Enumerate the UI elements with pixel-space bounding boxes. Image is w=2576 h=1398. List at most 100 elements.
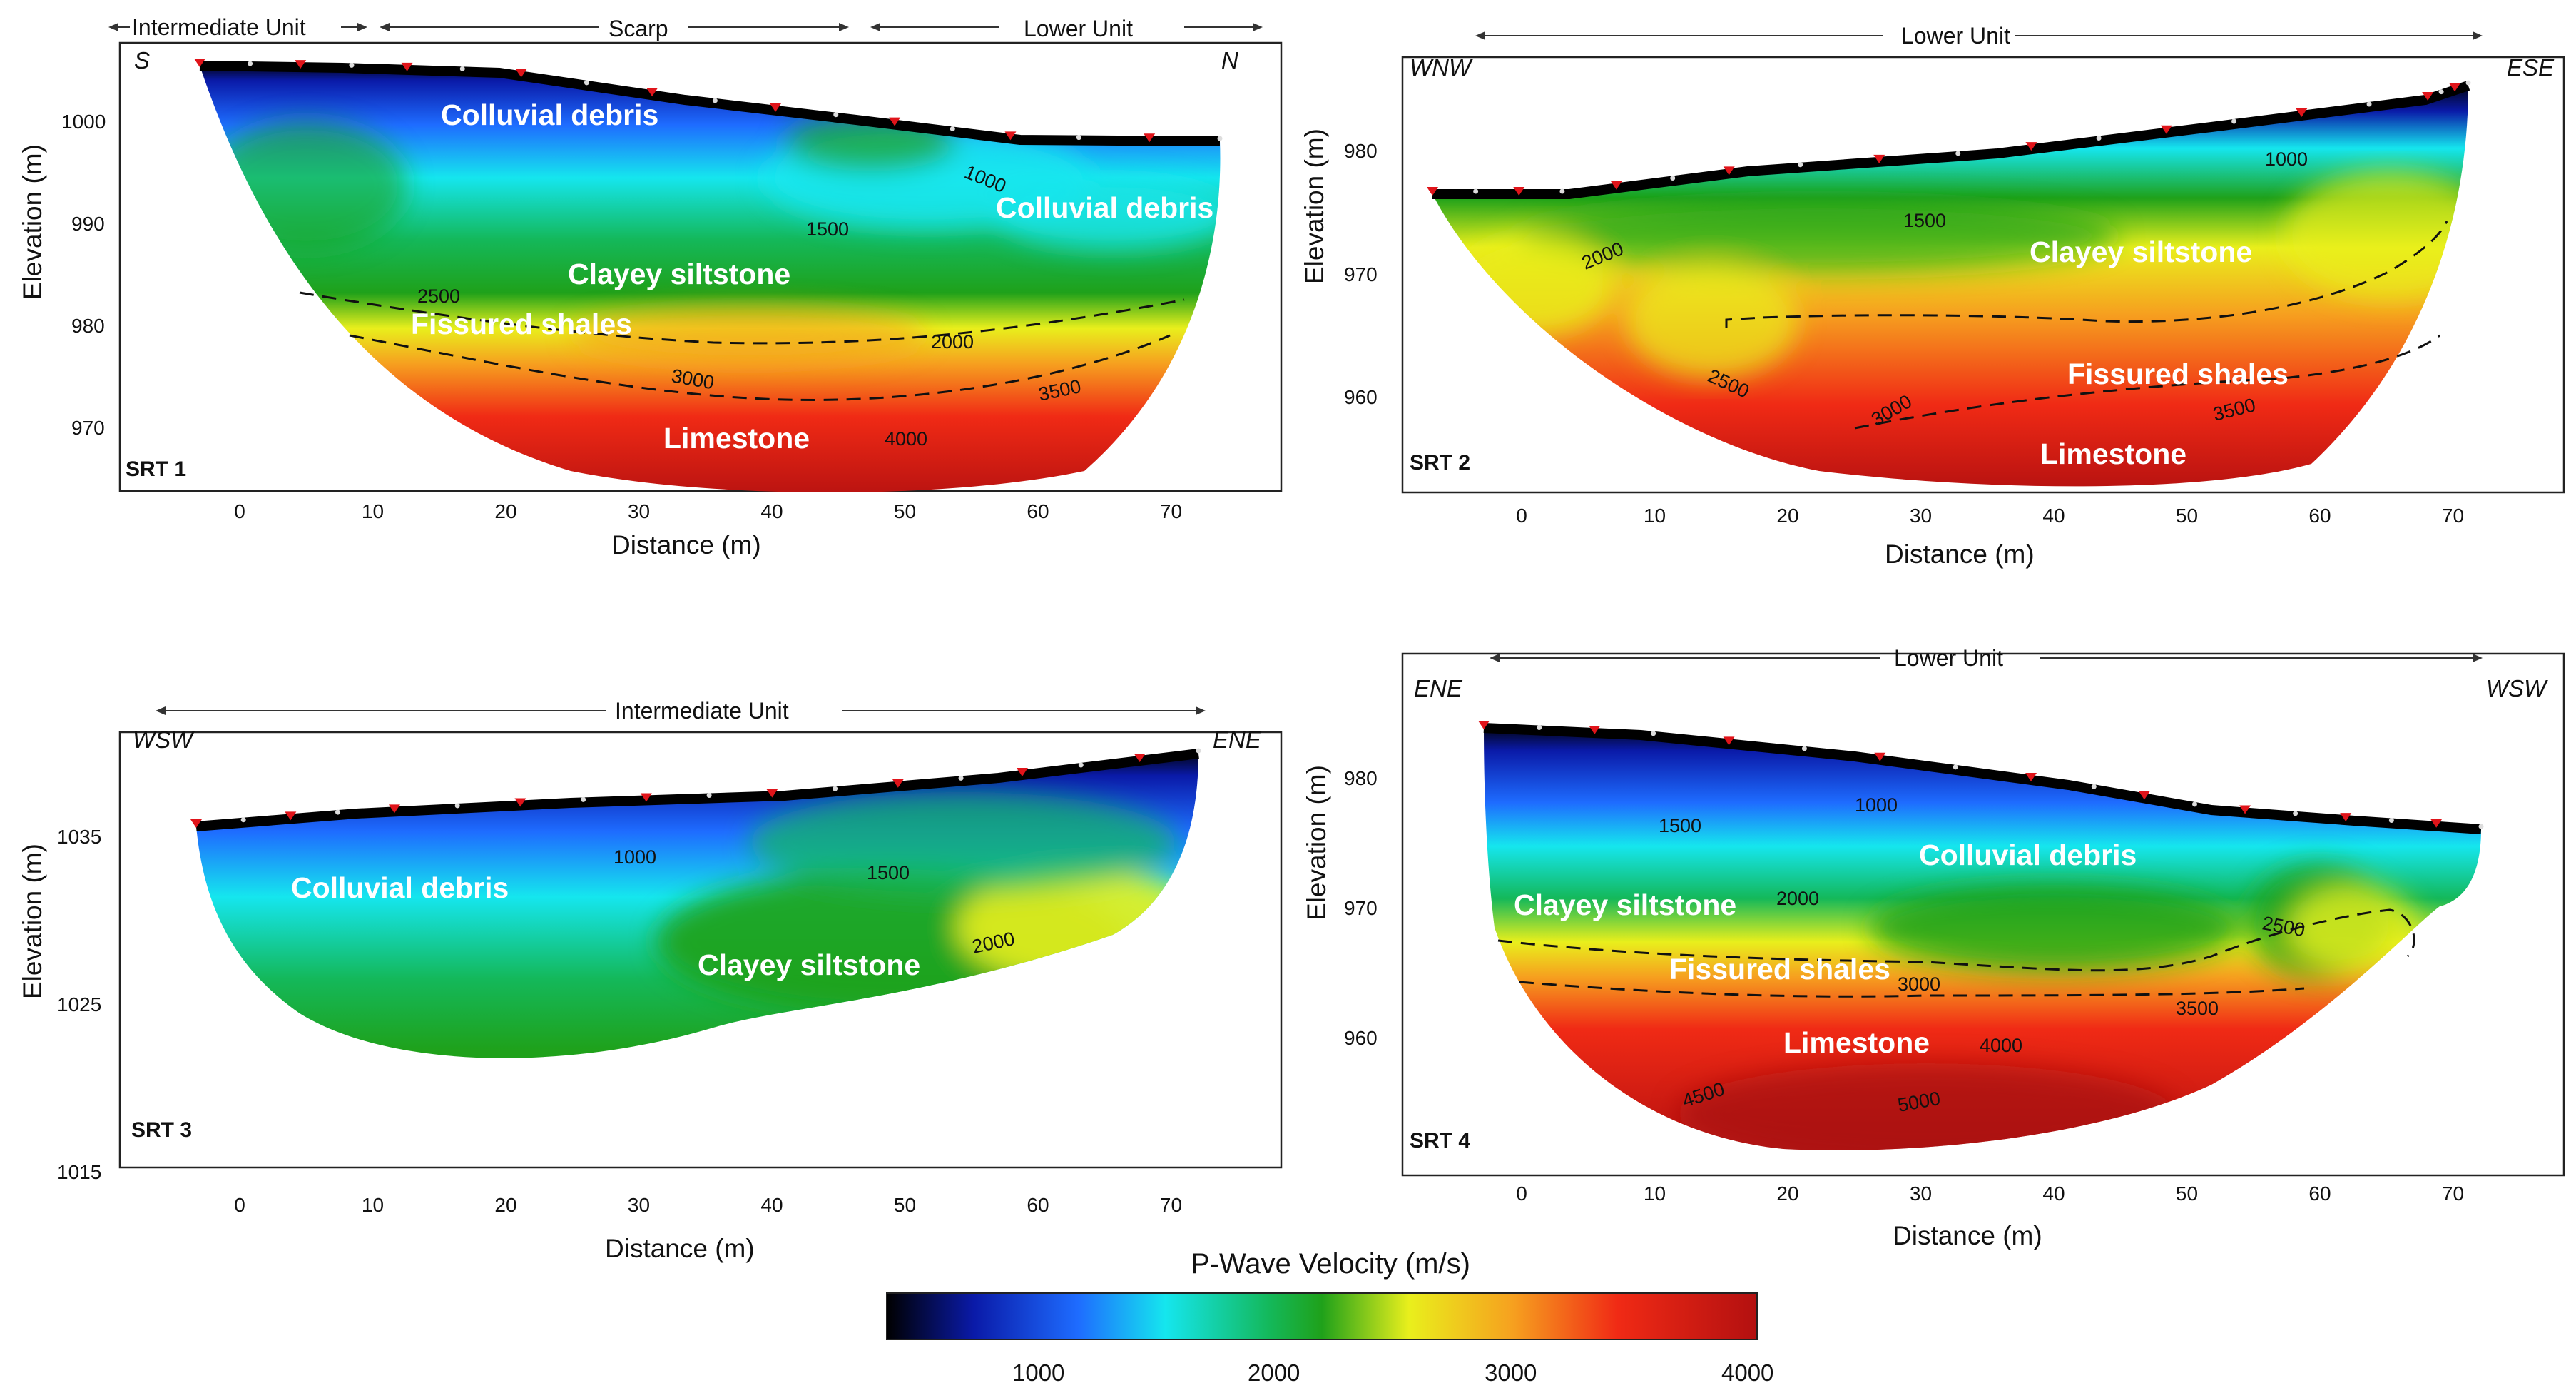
geophone-marker xyxy=(285,811,297,821)
srt3-x-axis: 0 10 20 30 40 50 60 70 xyxy=(234,1194,1182,1216)
srt1-contour-3000 xyxy=(349,334,1171,401)
srt4-orient-right: WSW xyxy=(2486,675,2548,701)
srt2-lith-shales: Fissured shales xyxy=(2067,358,2289,390)
srt1-ytick: 980 xyxy=(71,315,105,337)
geophone-marker xyxy=(2025,142,2037,151)
geophone-marker xyxy=(1016,768,1028,776)
srt4-ytick: 970 xyxy=(1344,897,1378,919)
srt3-surface xyxy=(195,749,1199,831)
srt4-surface xyxy=(1483,723,2482,834)
geophone-point xyxy=(1955,151,1961,156)
geophone-point xyxy=(2191,801,2197,807)
x-tick-label: 40 xyxy=(2042,505,2065,527)
srt1-contour-lbl-4000: 4000 xyxy=(885,428,927,450)
srt3-lith-clayey: Clayey siltstone xyxy=(698,948,920,981)
srt1-ytick: 1000 xyxy=(61,111,106,133)
srt4-unit-arrowheads xyxy=(1490,654,2483,662)
geophone-marker xyxy=(646,88,658,97)
srt3-geophones xyxy=(190,748,1201,828)
srt1-geophones xyxy=(194,59,1223,143)
srt3-ytick: 1035 xyxy=(57,826,101,848)
x-tick-label: 70 xyxy=(2442,505,2464,527)
geophone-marker xyxy=(1144,133,1156,143)
geophone-point xyxy=(1651,731,1656,736)
geophone-marker xyxy=(2138,791,2150,800)
srt3-contour-lbl-1000: 1000 xyxy=(614,846,656,868)
geophone-marker xyxy=(1513,187,1525,196)
srt4-contour-lbl-4000: 4000 xyxy=(1980,1035,2022,1056)
srt1-unit-scarp: Scarp xyxy=(609,16,668,41)
geophone-marker xyxy=(1134,754,1146,762)
srt2-frame xyxy=(1401,56,2565,494)
geophone-point xyxy=(2478,824,2484,829)
srt4-contour-lbl-3000: 3000 xyxy=(1898,973,1940,995)
geophone-point xyxy=(1953,764,1958,770)
srt1-frame xyxy=(118,41,1283,492)
geophone-point xyxy=(454,803,460,809)
geophone-point xyxy=(1670,175,1676,181)
geophone-point xyxy=(1217,136,1223,141)
colorbar-tick: 2000 xyxy=(1248,1359,1300,1386)
geophone-marker xyxy=(388,804,400,814)
srt1-xlabel: Distance (m) xyxy=(611,530,761,559)
geophone-marker xyxy=(770,103,782,112)
geophone-marker xyxy=(1874,752,1886,761)
srt1-x-axis: 0 10 20 30 40 50 60 70 xyxy=(234,500,1182,522)
srt4-frame xyxy=(1401,652,2565,1177)
srt1-lith-clayey: Clayey siltstone xyxy=(568,258,790,290)
geophone-marker xyxy=(2449,83,2461,92)
srt4-xlabel: Distance (m) xyxy=(1893,1221,2042,1250)
srt4-ylabel: Elevation (m) xyxy=(1302,765,1331,921)
x-tick-label: 0 xyxy=(234,1194,245,1216)
srt2-xlabel: Distance (m) xyxy=(1885,540,2035,569)
panel-srt2: SRT 2 WNW ESE Lower Unit Clayey siltston… xyxy=(1300,23,2565,569)
geophone-marker xyxy=(2025,772,2037,781)
x-tick-label: 60 xyxy=(2308,1182,2331,1205)
srt3-orient-left: WSW xyxy=(133,726,195,753)
geophone-marker xyxy=(2422,91,2434,101)
srt2-contour-2500 xyxy=(1725,221,2448,328)
x-tick-label: 50 xyxy=(2176,1182,2198,1205)
x-tick-label: 40 xyxy=(760,1194,783,1216)
srt3-y-axis: 1035 1025 1015 xyxy=(57,826,101,1183)
geophone-marker xyxy=(766,789,778,798)
srt4-ytick: 960 xyxy=(1344,1027,1378,1049)
geophone-marker xyxy=(1004,131,1017,141)
srt4-lith-limestone: Limestone xyxy=(1783,1026,1930,1059)
srt3-ytick: 1025 xyxy=(57,993,101,1015)
srt4-lith-clayey: Clayey siltstone xyxy=(1514,888,1736,921)
x-tick-label: 30 xyxy=(628,500,650,522)
srt4-lith-colluvial: Colluvial debris xyxy=(1919,839,2137,871)
srt1-unit-arrowheads xyxy=(108,23,1263,31)
geophone-point xyxy=(349,62,355,68)
geophone-marker xyxy=(401,62,413,71)
x-tick-label: 10 xyxy=(1644,505,1666,527)
geophone-marker xyxy=(2160,125,2172,134)
srt3-unit-arrowheads xyxy=(156,706,1206,715)
geophone-marker xyxy=(1873,154,1885,163)
srt3-id: SRT 3 xyxy=(131,1118,192,1142)
srt1-orient-right: N xyxy=(1221,47,1238,74)
geophone-point xyxy=(248,61,253,66)
geophone-marker xyxy=(1427,187,1438,196)
srt2-x-axis: 0 10 20 30 40 50 60 70 xyxy=(1516,505,2464,527)
x-tick-label: 60 xyxy=(2308,505,2331,527)
geophone-point xyxy=(1537,725,1542,731)
srt2-surface xyxy=(1432,81,2470,199)
srt2-orient-right: ESE xyxy=(2507,54,2555,81)
srt2-ytick: 960 xyxy=(1344,386,1378,408)
srt4-ytick: 980 xyxy=(1344,767,1378,789)
geophone-marker xyxy=(2239,805,2251,814)
panel-srt3: SRT 3 WSW ENE Intermediate Unit Colluvia… xyxy=(18,698,1283,1263)
srt1-lith-colluvial-1: Colluvial debris xyxy=(441,98,658,131)
geophone-point xyxy=(833,786,838,791)
srt3-xlabel: Distance (m) xyxy=(605,1234,755,1263)
srt2-contour-lbl-1000: 1000 xyxy=(2265,148,2308,170)
geophone-point xyxy=(1801,746,1807,751)
srt2-contour-3000 xyxy=(1854,334,2440,430)
x-tick-label: 60 xyxy=(1027,1194,1049,1216)
srt1-contour-lbl-2500: 2500 xyxy=(417,285,460,307)
srt1-orient-left: S xyxy=(134,47,150,74)
srt1-unit-lower: Lower Unit xyxy=(1024,16,1133,41)
